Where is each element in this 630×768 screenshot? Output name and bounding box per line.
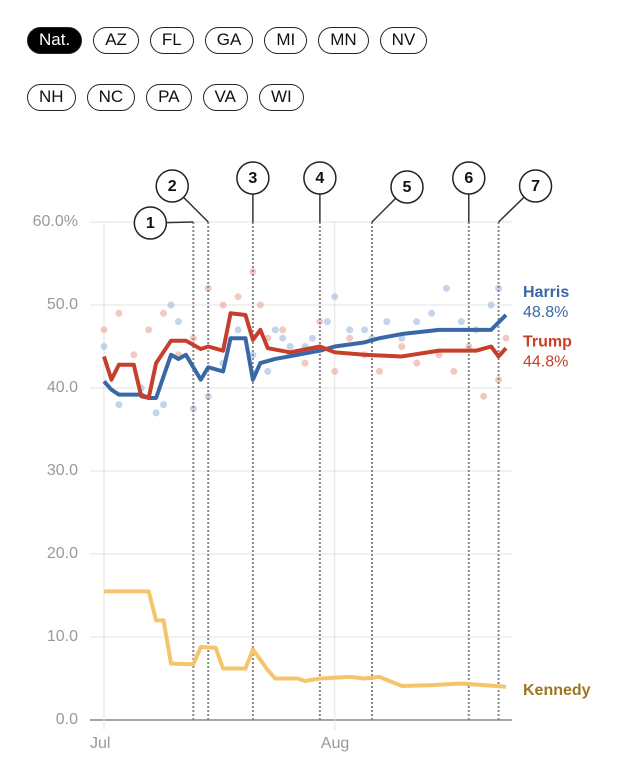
poll-dot (480, 392, 488, 400)
poll-dot (100, 343, 108, 350)
poll-dot (316, 318, 324, 326)
filter-button[interactable]: FL (149, 27, 194, 54)
poll-dot (398, 343, 406, 350)
y-tick-label: 40.0 (47, 379, 78, 396)
filter-button[interactable]: NV (379, 27, 428, 54)
event-label: 4 (315, 170, 324, 187)
poll-dot (375, 367, 383, 375)
x-tick-label: Jul (90, 735, 110, 752)
event-leader (498, 196, 525, 223)
poll-dot (346, 334, 354, 342)
y-tick-label: 50.0 (47, 296, 78, 313)
y-tick-label: 60.0% (33, 213, 78, 230)
poll-dot (502, 334, 510, 342)
event-leader (183, 196, 209, 223)
poll-dot (204, 284, 212, 292)
series-line (102, 311, 508, 400)
event-label: 5 (403, 179, 412, 196)
poll-dot (152, 409, 160, 417)
filter-button[interactable]: Nat. (27, 27, 83, 54)
series-value: 48.8% (523, 304, 568, 321)
poll-dot (167, 301, 175, 309)
poll-dot (487, 301, 495, 309)
event-marker (390, 170, 424, 204)
event-label: 7 (531, 178, 540, 195)
event-label: 1 (146, 215, 155, 232)
series-line (104, 589, 507, 689)
poll-dot (234, 326, 242, 334)
event-label: 3 (248, 170, 257, 187)
event-leader (166, 221, 194, 224)
poll-dot (383, 318, 391, 326)
poll-dot (160, 309, 168, 317)
event-marker (303, 161, 337, 195)
event-marker (452, 161, 486, 195)
poll-dot (361, 326, 369, 334)
poll-dot (286, 343, 294, 350)
series-line (102, 313, 508, 400)
y-tick-label: 10.0 (47, 628, 78, 645)
filter-button[interactable]: VA (202, 84, 248, 111)
poll-dot (100, 326, 108, 334)
x-tick-label: Aug (321, 735, 349, 752)
event-leader (371, 197, 397, 223)
poll-dot (331, 367, 339, 375)
filter-button[interactable]: AZ (93, 27, 139, 54)
poll-dot (442, 284, 450, 292)
poll-dot (189, 405, 197, 413)
poll-dot (145, 326, 153, 334)
filter-button[interactable]: PA (146, 84, 192, 111)
poll-dot (234, 293, 242, 301)
poll-dot (308, 334, 316, 342)
poll-dot (331, 293, 339, 301)
y-tick-label: 30.0 (47, 462, 78, 479)
filter-row: NH NC PA VA WI (27, 84, 304, 111)
series-name: Trump (523, 333, 572, 350)
poll-dot (271, 326, 279, 334)
event-marker (236, 161, 270, 195)
filter-button[interactable]: MN (318, 27, 369, 54)
poll-dot (495, 284, 503, 292)
poll-dot (413, 318, 421, 326)
series-name: Kennedy (523, 682, 591, 699)
poll-dot (279, 334, 287, 342)
poll-dot (264, 367, 272, 375)
poll-dot (413, 359, 421, 367)
event-label: 6 (464, 170, 473, 187)
poll-dot (204, 392, 212, 400)
y-tick-label: 0.0 (56, 711, 78, 728)
poll-dot (115, 401, 123, 409)
event-label: 2 (168, 178, 177, 195)
poll-dot (398, 334, 406, 342)
event-marker (133, 206, 168, 240)
series-value: 44.8% (523, 353, 568, 370)
poll-dot (346, 326, 354, 334)
poll-dot (130, 351, 138, 359)
poll-dot (323, 318, 331, 326)
poll-dot (160, 401, 168, 409)
y-tick-label: 20.0 (47, 545, 78, 562)
filter-button[interactable]: MI (264, 27, 308, 54)
filter-button[interactable]: NH (27, 84, 76, 111)
poll-dot (115, 309, 123, 317)
poll-dot (174, 318, 182, 326)
filter-button[interactable]: NC (86, 84, 136, 111)
poll-dot (435, 351, 443, 359)
filter-row: Nat. AZ FL GA MI MN NV (27, 27, 428, 54)
poll-dot (450, 367, 458, 375)
event-marker (518, 169, 553, 203)
poll-dot (428, 309, 436, 317)
filter-button[interactable]: WI (258, 84, 304, 111)
series-name: Harris (523, 284, 569, 301)
filter-button[interactable]: GA (204, 27, 254, 54)
poll-dot (279, 326, 287, 334)
poll-dot (219, 301, 227, 309)
poll-dot (457, 318, 465, 326)
poll-dot (256, 301, 264, 309)
poll-dot (301, 359, 309, 367)
event-marker (155, 169, 189, 203)
